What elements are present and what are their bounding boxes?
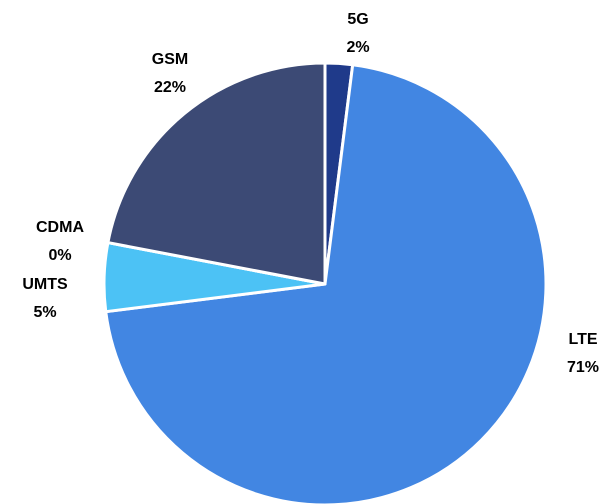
slice-value-label: 2% <box>346 39 369 56</box>
slice-value-label: 71% <box>567 359 599 376</box>
slice-value-label: 5% <box>33 304 56 321</box>
slice-label: GSM <box>152 51 188 68</box>
slice-value-label: 0% <box>48 247 71 264</box>
pie-slice <box>106 61 327 286</box>
slice-label: CDMA <box>36 219 84 236</box>
slice-label: 5G <box>347 11 368 28</box>
slice-label: UMTS <box>22 276 68 293</box>
slice-value-label: 22% <box>154 79 186 96</box>
slice-label: LTE <box>568 331 597 348</box>
